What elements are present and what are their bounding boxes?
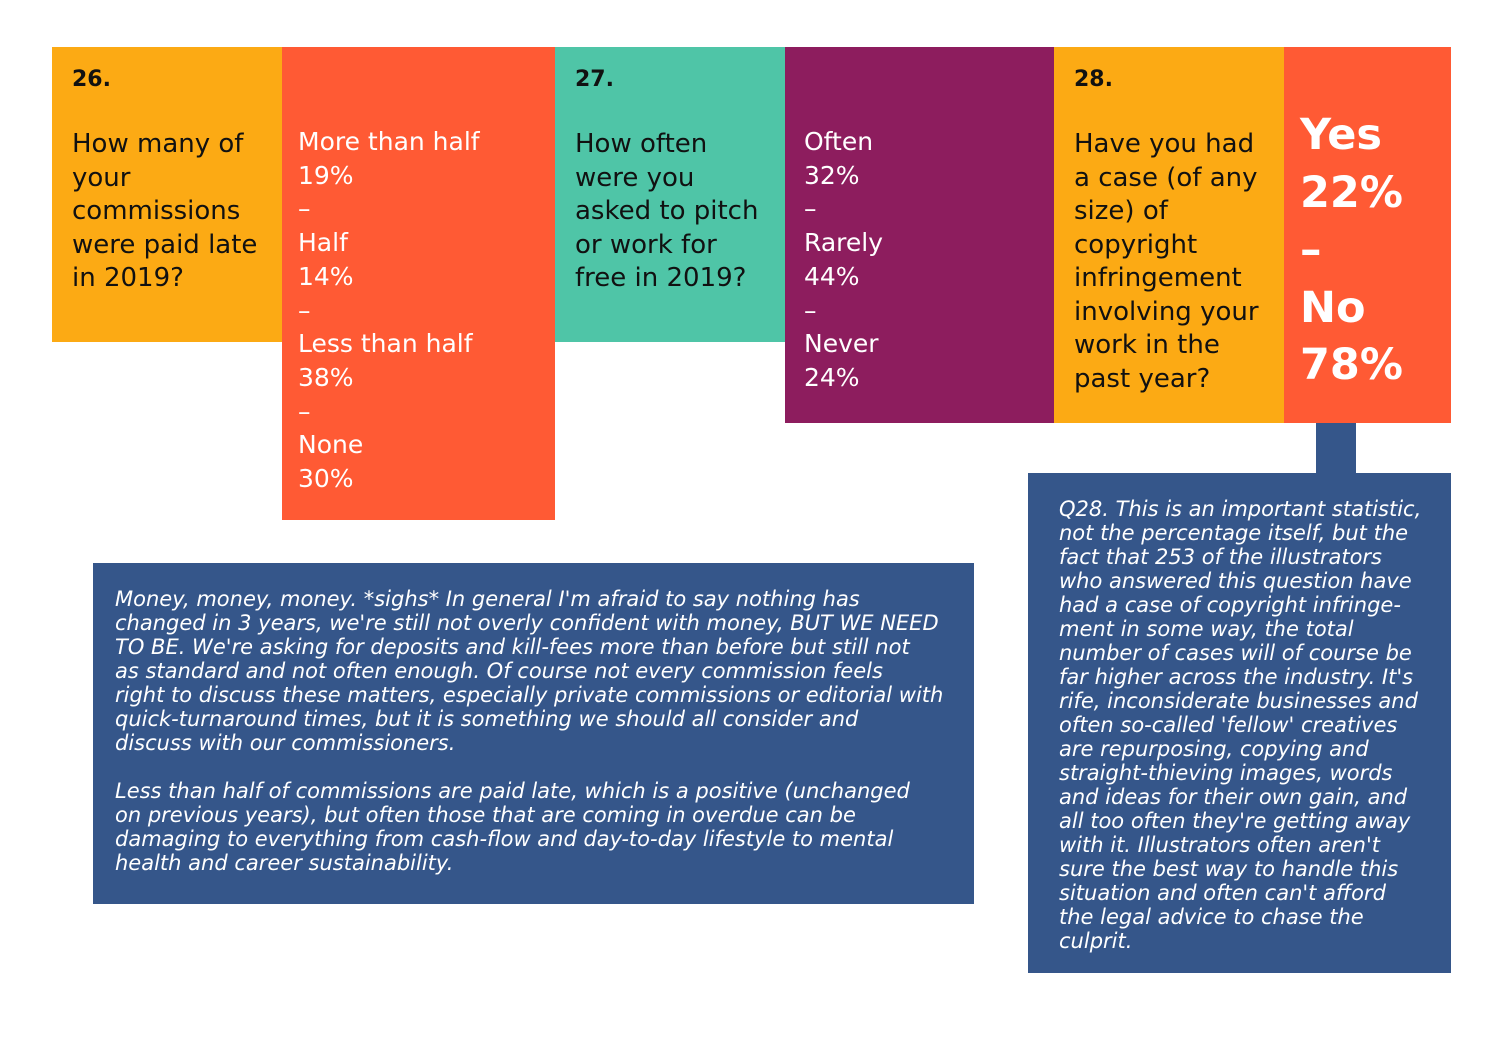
question-28-panel: 28. Have you had a case (of any size) of… <box>1054 47 1284 423</box>
answer-label-more-than-half: More than half <box>298 127 480 156</box>
answer-separator: – <box>298 194 311 224</box>
commentary-line: changed in 3 years, we're still not over… <box>115 611 939 635</box>
question-27-number: 27. <box>575 67 614 92</box>
answers-28-panel: Yes 22% – No 78% <box>1284 47 1451 423</box>
answer-separator: – <box>298 295 311 325</box>
question-27-panel: 27. How often were you asked to pitch or… <box>555 47 785 342</box>
callout-connector <box>1316 423 1356 475</box>
commentary-line: fact that 253 of the illustrators <box>1059 545 1382 569</box>
question-27-line: or work for <box>575 229 717 260</box>
commentary-line: rife, inconsiderate businesses and <box>1059 689 1418 713</box>
answers-27-panel: Often 32% – Rarely 44% – Never 24% <box>785 47 1054 423</box>
commentary-line: number of cases will of course be <box>1059 641 1412 665</box>
q28-commentary-paragraph: Q28. This is an important statistic, not… <box>1059 497 1451 953</box>
question-28-text: Have you had a case (of any size) of cop… <box>1074 128 1284 396</box>
commentary-note-main: Money, money, money. *sighs* In general … <box>93 563 974 904</box>
commentary-line: on previous years), but often those that… <box>115 803 856 827</box>
answer-value-yes: 22% <box>1300 167 1403 218</box>
question-28-line: involving your <box>1074 296 1259 327</box>
question-28-line: past year? <box>1074 363 1211 394</box>
commentary-line: Less than half of commissions are paid l… <box>115 779 910 803</box>
commentary-line: Money, money, money. *sighs* In general … <box>115 587 860 611</box>
question-28-line: size) of <box>1074 196 1168 226</box>
question-28-line: work in the <box>1074 330 1220 360</box>
answer-value-never: 24% <box>804 362 860 392</box>
question-26-line: your <box>72 162 131 193</box>
commentary-line: quick-turnaround times, but it is someth… <box>115 707 859 731</box>
answer-value-less-than-half: 38% <box>298 362 354 392</box>
commentary-line: damaging to everything from cash-flow an… <box>115 827 894 851</box>
commentary-note-q28: Q28. This is an important statistic, not… <box>1028 473 1451 973</box>
question-27-line: asked to pitch <box>575 196 759 226</box>
commentary-line: who answered this question have <box>1059 569 1412 593</box>
answer-label-half: Half <box>298 228 348 258</box>
commentary-line: sure the best way to handle this <box>1059 857 1399 881</box>
question-26-text: How many of your commissions were paid l… <box>72 128 282 296</box>
question-28-line: copyright <box>1074 229 1198 260</box>
answer-value-none: 30% <box>298 464 354 494</box>
question-26-number: 26. <box>72 67 111 92</box>
answers-26-list: More than half 19% – Half 14% – Less tha… <box>298 125 555 496</box>
commentary-line: not the percentage itself, but the <box>1059 521 1409 545</box>
commentary-line: with it. Illustrators often aren't <box>1059 833 1380 857</box>
commentary-line: the legal advice to chase the <box>1059 905 1364 929</box>
commentary-line: are repurposing, copying and <box>1059 737 1369 761</box>
answer-value-rarely: 44% <box>804 261 860 291</box>
commentary-line: health and career sustainability. <box>115 851 454 875</box>
commentary-line: as standard and not often enough. Of cou… <box>115 659 883 683</box>
commentary-line: situation and often can't afford <box>1059 881 1386 905</box>
question-27-text: How often were you asked to pitch or wor… <box>575 128 785 296</box>
answer-value-often: 32% <box>804 160 860 190</box>
commentary-line: far higher across the industry. It's <box>1059 665 1414 689</box>
question-26-line: How many of <box>72 129 244 159</box>
commentary-line: TO BE. We're asking for deposits and kil… <box>115 635 910 659</box>
question-28-number: 28. <box>1074 67 1113 92</box>
answers-28-list: Yes 22% – No 78% <box>1300 107 1451 395</box>
commentary-line: right to discuss these matters, especial… <box>115 683 944 707</box>
answer-label-never: Never <box>804 329 879 359</box>
question-26-panel: 26. How many of your commissions were pa… <box>52 47 282 342</box>
answer-value-more-than-half: 19% <box>298 160 354 190</box>
commentary-line: and ideas for their own gain, and <box>1059 785 1408 809</box>
commentary-line: Q28. This is an important statistic, <box>1059 497 1422 521</box>
answer-separator: – <box>298 396 311 426</box>
answer-value-no: 78% <box>1300 340 1403 390</box>
answer-label-less-than-half: Less than half <box>298 329 473 359</box>
question-26-line: were paid late <box>72 229 258 260</box>
commentary-line: discuss with our commissioners. <box>115 731 456 755</box>
question-28-line: Have you had <box>1074 129 1255 159</box>
commentary-line: all too often they're getting away <box>1059 809 1411 833</box>
commentary-paragraph-2: Less than half of commissions are paid l… <box>115 779 974 875</box>
answer-separator: – <box>1300 225 1322 275</box>
question-26-line: in 2019? <box>72 263 184 293</box>
answer-label-often: Often <box>804 127 874 156</box>
commentary-line: straight-thieving images, words <box>1059 761 1393 785</box>
question-28-line: infringement <box>1074 263 1242 293</box>
answers-26-panel: More than half 19% – Half 14% – Less tha… <box>282 47 555 520</box>
answer-label-rarely: Rarely <box>804 228 883 258</box>
answers-27-list: Often 32% – Rarely 44% – Never 24% <box>804 125 1054 395</box>
answer-label-none: None <box>298 430 364 460</box>
question-26-line: commissions <box>72 196 241 226</box>
answer-label-no: No <box>1300 282 1366 333</box>
question-28-line: a case (of any <box>1074 162 1258 193</box>
question-27-line: were you <box>575 162 695 193</box>
answer-label-yes: Yes <box>1300 110 1382 160</box>
commentary-line: often so-called 'fellow' creatives <box>1059 713 1398 737</box>
question-27-line: How often <box>575 129 708 159</box>
answer-value-half: 14% <box>298 261 354 291</box>
commentary-line: ment in some way, the total <box>1059 617 1354 641</box>
commentary-line: had a case of copyright infringe- <box>1059 593 1401 617</box>
commentary-line: culprit. <box>1059 929 1133 953</box>
answer-separator: – <box>804 295 817 325</box>
answer-separator: – <box>804 194 817 224</box>
commentary-paragraph-1: Money, money, money. *sighs* In general … <box>115 587 974 755</box>
question-27-line: free in 2019? <box>575 263 747 293</box>
